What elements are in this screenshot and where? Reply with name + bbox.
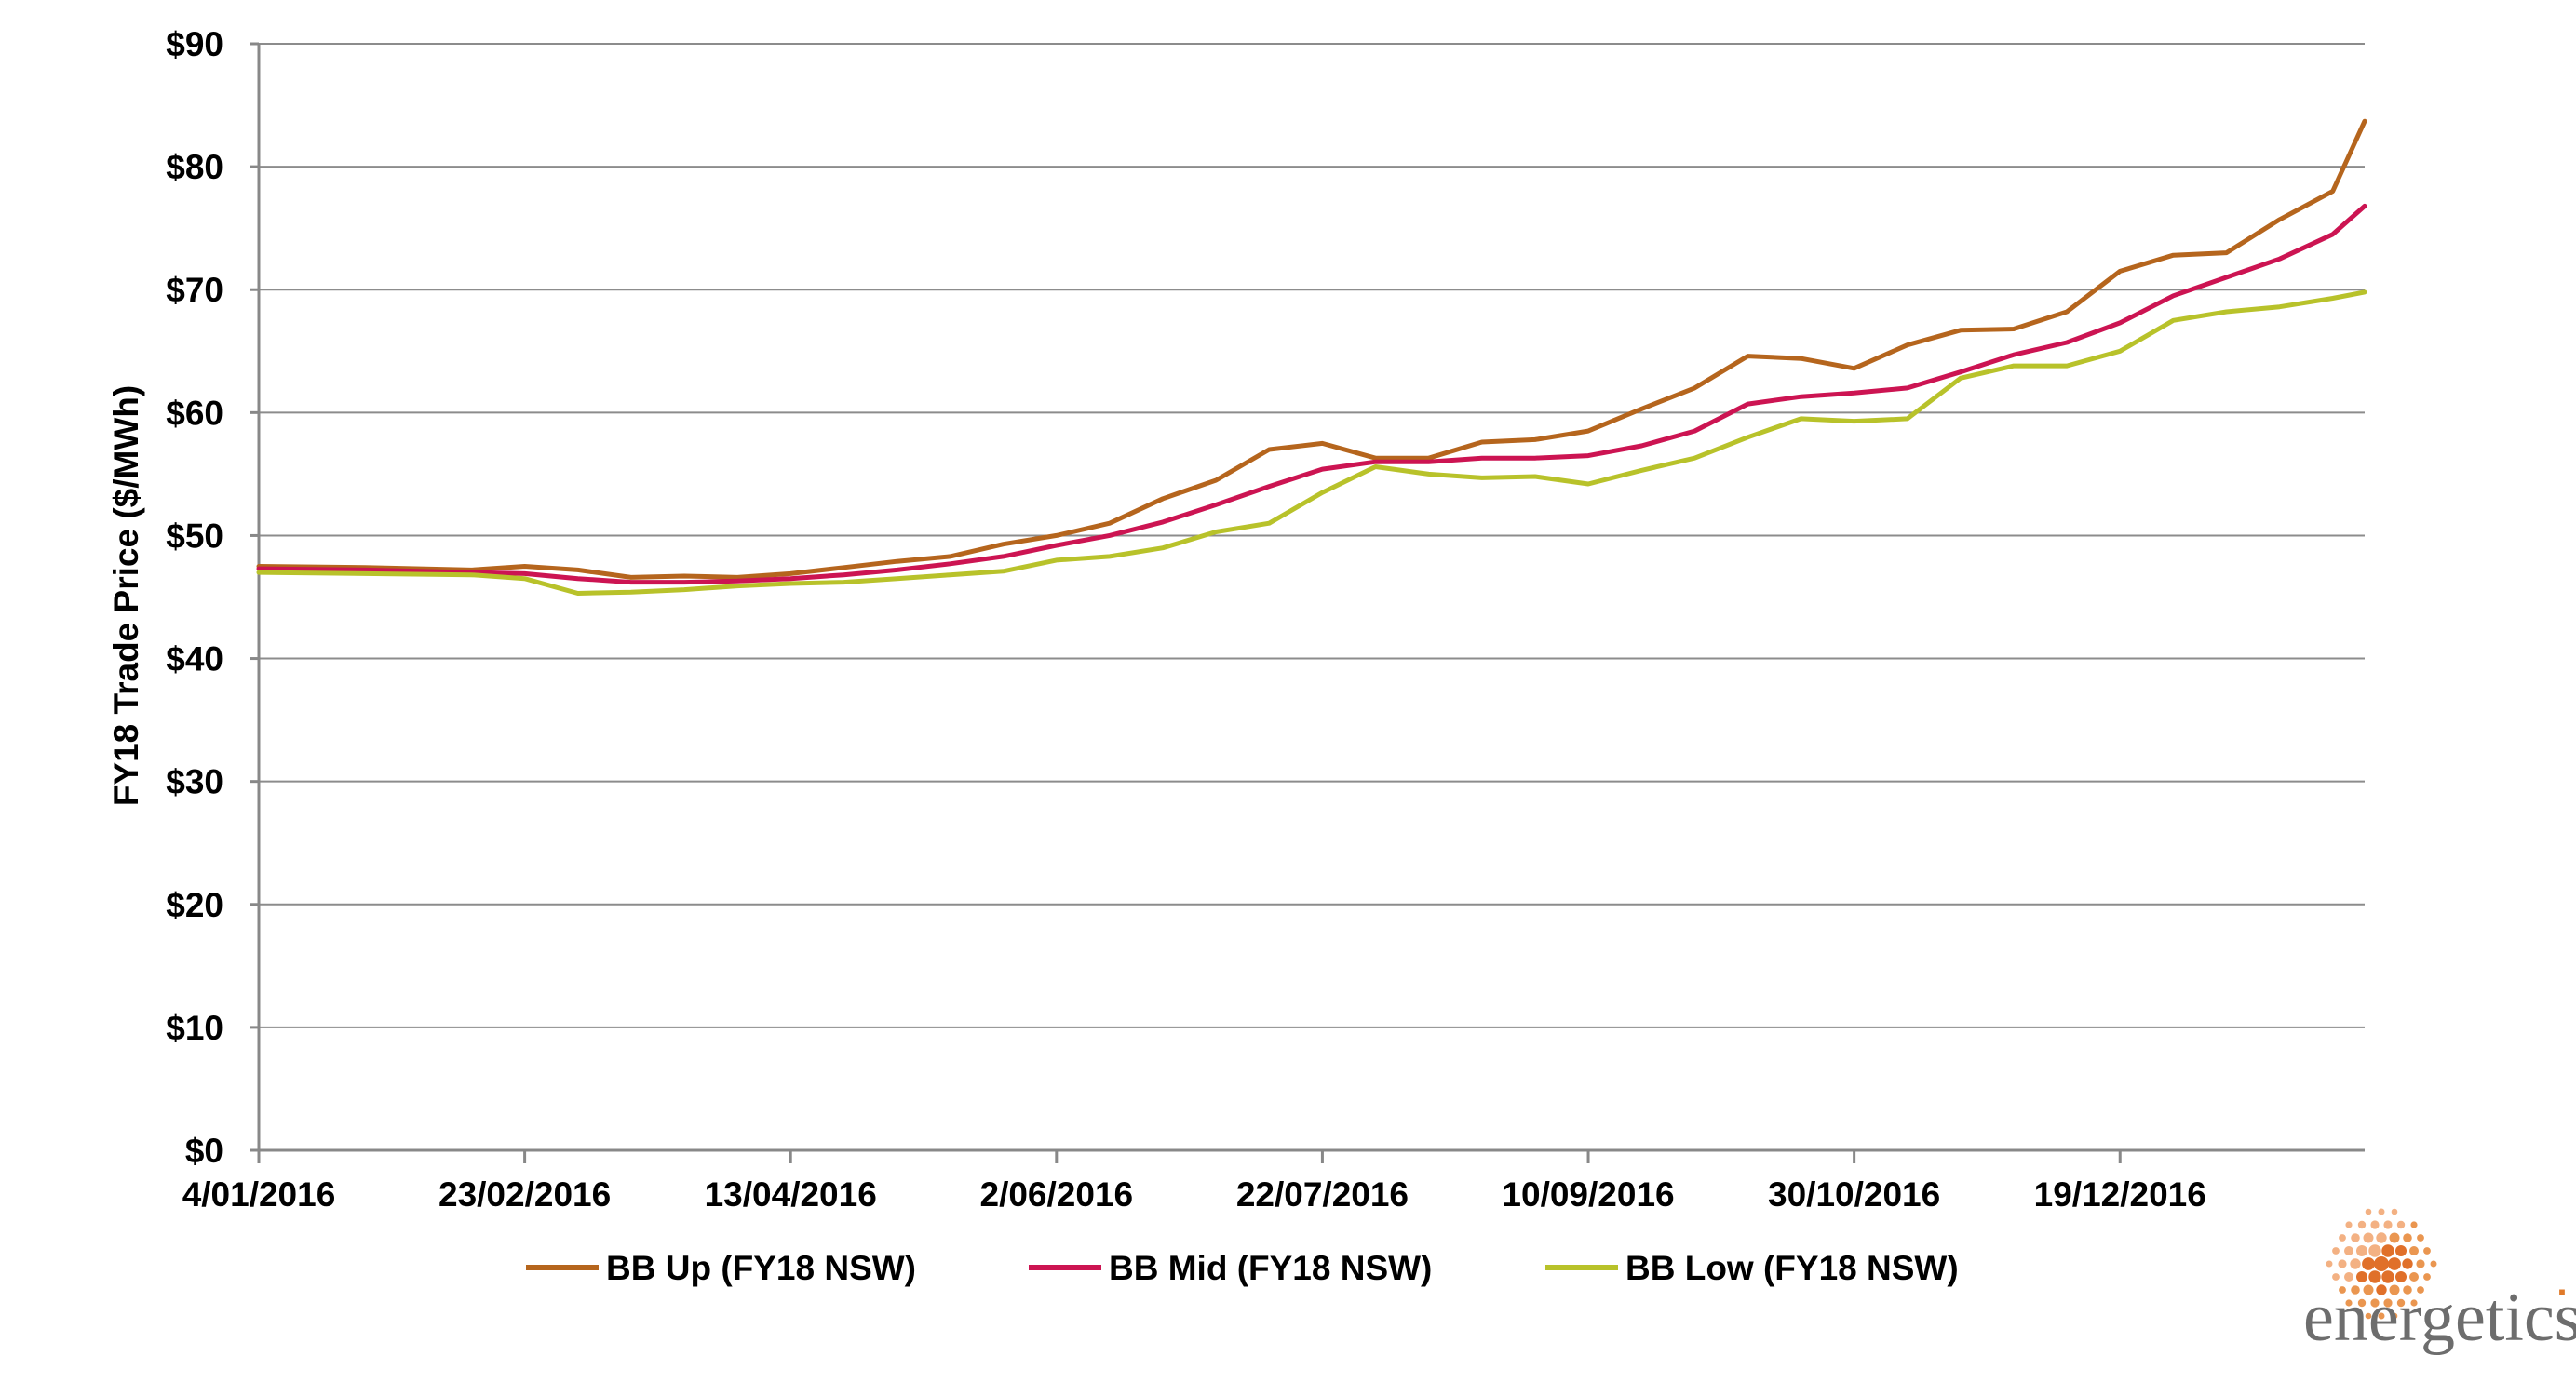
legend-entry: BB Up (FY18 NSW) — [606, 1249, 916, 1287]
series-line — [256, 203, 2367, 585]
logo-dot — [2350, 1258, 2361, 1269]
logo-dot — [2363, 1284, 2374, 1295]
series-line — [256, 289, 2367, 596]
logo-dot — [2410, 1221, 2418, 1228]
y-tick-label: $50 — [166, 517, 223, 555]
x-tick-label: 22/07/2016 — [1236, 1175, 1409, 1214]
logo-dot — [2391, 1312, 2398, 1320]
y-tick-label: $30 — [166, 763, 223, 801]
logo-dot — [2344, 1246, 2353, 1255]
logo-dot — [2365, 1312, 2372, 1320]
logo-dot — [2396, 1220, 2406, 1229]
y-tick-label: $90 — [166, 25, 223, 63]
logo-dot — [2356, 1245, 2367, 1256]
logo-dot — [2376, 1284, 2387, 1295]
logo-dot — [2403, 1233, 2412, 1242]
x-tick-label: 13/04/2016 — [705, 1175, 877, 1214]
logo-dot — [2409, 1246, 2419, 1255]
x-tick-label: 4/01/2016 — [182, 1175, 336, 1214]
x-tick-label: 23/02/2016 — [438, 1175, 611, 1214]
logo-dot — [2383, 1220, 2393, 1229]
y-tick-label: $10 — [166, 1009, 223, 1047]
logo-dot — [2338, 1259, 2347, 1268]
logo-dot — [2430, 1260, 2437, 1268]
logo-dot — [2332, 1273, 2340, 1281]
logo-dot — [2403, 1285, 2412, 1295]
axes — [257, 44, 2365, 1152]
logo-dot — [2365, 1208, 2372, 1215]
x-tick-label: 2/06/2016 — [980, 1175, 1134, 1214]
logo-dot — [2351, 1233, 2360, 1242]
logo-dot — [2368, 1244, 2381, 1257]
logo-dot — [2378, 1312, 2385, 1320]
logo-dot — [2378, 1208, 2385, 1215]
logo-dot — [2345, 1221, 2353, 1228]
logo-dot — [2363, 1232, 2374, 1243]
x-tick-label: 19/12/2016 — [2034, 1175, 2206, 1214]
y-tick-label: $60 — [166, 394, 223, 432]
logo-dot-globe-icon — [2326, 1208, 2437, 1320]
gridlines — [250, 42, 2365, 1152]
logo-dot — [2357, 1220, 2367, 1229]
y-tick-label: $40 — [166, 640, 223, 678]
logo-dot — [2395, 1271, 2407, 1282]
logo-dot — [2381, 1244, 2394, 1257]
logo-dot — [2402, 1258, 2413, 1269]
logo-dot — [2381, 1270, 2394, 1283]
logo-dot — [2417, 1286, 2424, 1294]
logo-dot — [2370, 1298, 2380, 1308]
brand-mark: · — [2553, 1257, 2571, 1320]
logo-dot — [2396, 1298, 2406, 1308]
logo-dot — [2345, 1299, 2353, 1307]
logo-dot — [2389, 1284, 2400, 1295]
logo-dot — [2362, 1257, 2375, 1270]
series-lines — [256, 118, 2367, 596]
logo-dot — [2423, 1247, 2431, 1255]
logo-dot — [2356, 1271, 2367, 1282]
logo-dot — [2383, 1298, 2393, 1308]
logo-dot — [2417, 1234, 2424, 1242]
y-tick-label: $20 — [166, 886, 223, 924]
logo-dot — [2416, 1259, 2425, 1268]
legend: BB Up (FY18 NSW) BB Mid (FY18 NSW) BB Low … — [526, 1249, 1959, 1287]
logo-dot — [2332, 1247, 2340, 1255]
logo-dot — [2368, 1270, 2381, 1283]
logo-dot — [2423, 1273, 2431, 1281]
brand-wordmark: energetics — [2303, 1280, 2576, 1356]
energetics-logo: energetics · — [2303, 1208, 2576, 1356]
x-tick-labels: 4/01/2016 23/02/2016 13/04/2016 2/06/2016 22… — [182, 1150, 2206, 1214]
x-tick-label: 30/10/2016 — [1768, 1175, 1940, 1214]
logo-dot — [2376, 1232, 2387, 1243]
logo-dot — [2351, 1285, 2360, 1295]
logo-dot — [2389, 1232, 2400, 1243]
logo-dot — [2388, 1257, 2401, 1270]
y-tick-label: $0 — [185, 1132, 223, 1170]
logo-dot — [2374, 1256, 2389, 1271]
y-axis-label: FY18 Trade Price ($/MWh) — [107, 385, 145, 806]
logo-dot — [2339, 1286, 2346, 1294]
logo-dot — [2391, 1208, 2398, 1215]
logo-dot — [2409, 1272, 2419, 1282]
logo-dot — [2370, 1220, 2380, 1229]
logo-dot — [2326, 1260, 2333, 1268]
series-line — [256, 118, 2367, 580]
logo-dot — [2339, 1234, 2346, 1242]
x-tick-label: 10/09/2016 — [1502, 1175, 1674, 1214]
legend-entry: BB Low (FY18 NSW) — [1625, 1249, 1959, 1287]
y-tick-label: $70 — [166, 271, 223, 309]
logo-dot — [2410, 1299, 2418, 1307]
legend-entry: BB Mid (FY18 NSW) — [1109, 1249, 1432, 1287]
logo-dot — [2357, 1298, 2367, 1308]
y-tick-labels: $0 $10 $20 $30 $40 $50 $60 $70 $80 $90 — [166, 25, 223, 1170]
y-tick-label: $80 — [166, 148, 223, 186]
logo-dot — [2395, 1245, 2407, 1256]
logo-dot — [2344, 1272, 2353, 1282]
